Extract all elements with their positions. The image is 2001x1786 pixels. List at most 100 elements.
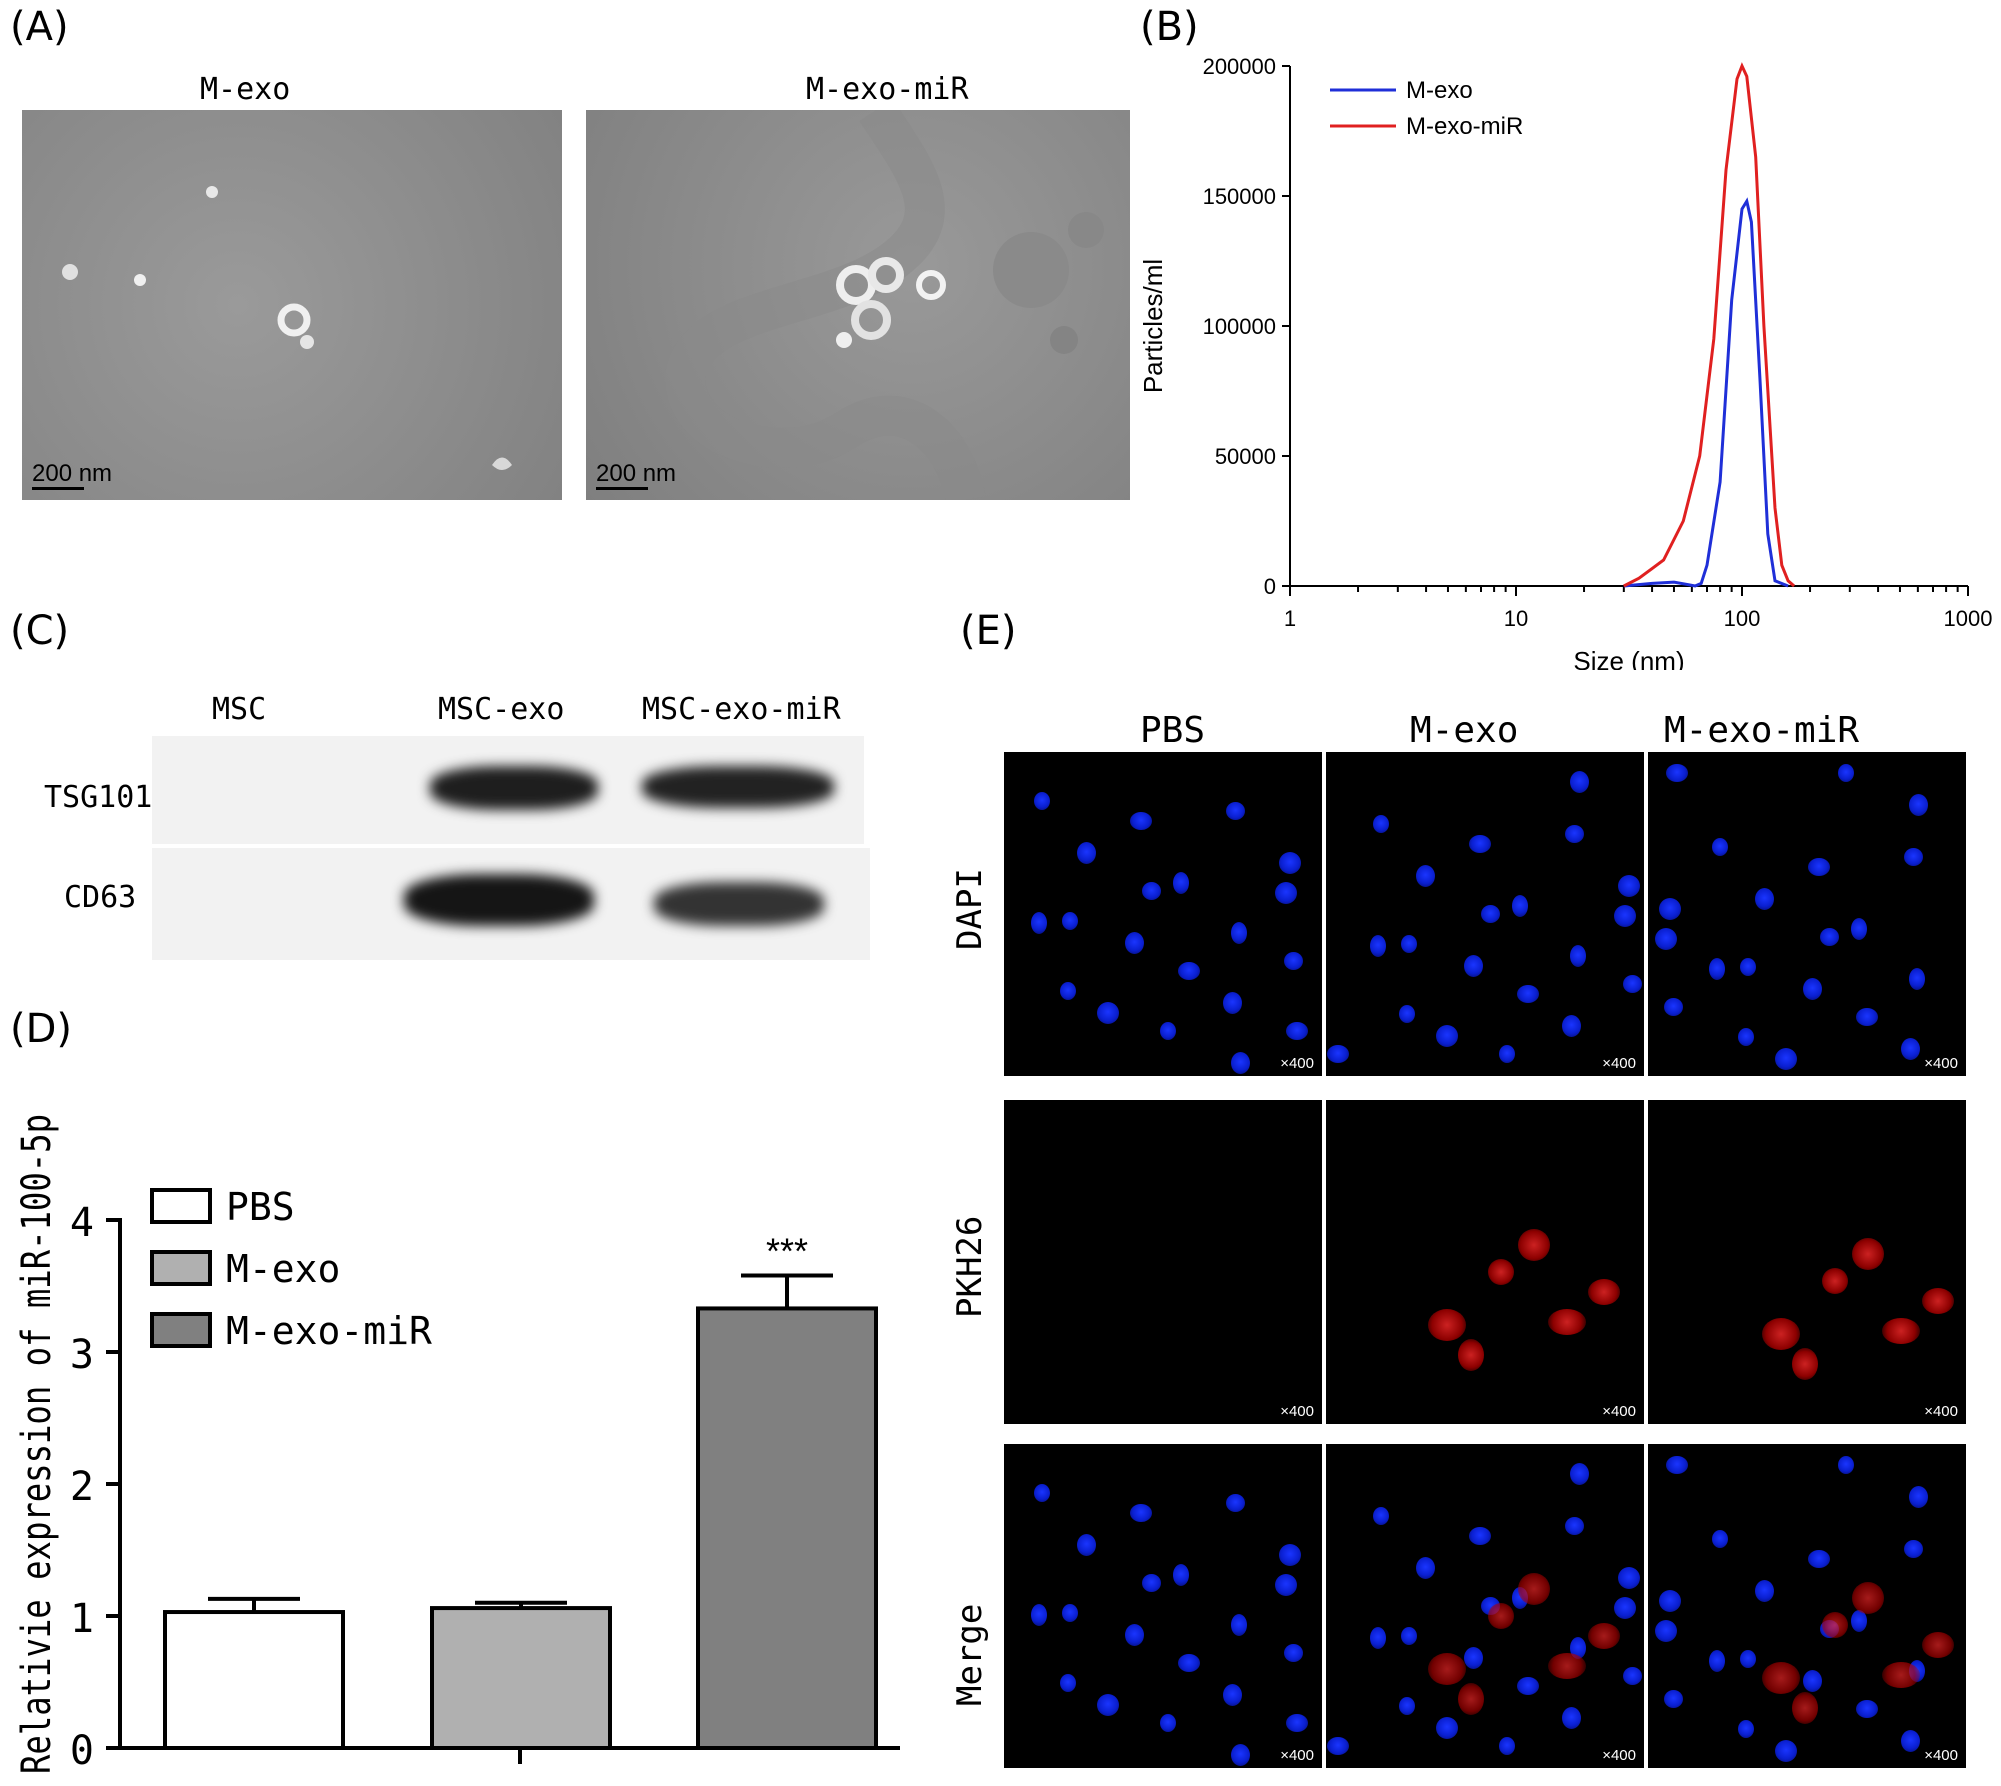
- nucleus: [1623, 975, 1642, 993]
- nucleus: [1223, 992, 1242, 1014]
- nucleus: [1838, 764, 1854, 782]
- tem-vesicles-right: [665, 110, 1104, 500]
- nucleus: [1512, 895, 1528, 917]
- y-tick-label: 0: [1264, 574, 1276, 599]
- tem-vesicles-left: [62, 186, 512, 470]
- nucleus: [1399, 1005, 1415, 1023]
- pkh26-signal: [1762, 1662, 1800, 1694]
- legend-label: M-exo-miR: [226, 1309, 432, 1353]
- legend-label: M-exo: [226, 1247, 340, 1291]
- nucleus: [1775, 1048, 1797, 1070]
- nucleus: [1469, 835, 1491, 853]
- nucleus: [1284, 952, 1303, 970]
- blot-row-tsg101: TSG101: [44, 780, 153, 815]
- nucleus: [1909, 1486, 1928, 1508]
- nucleus: [1401, 1627, 1417, 1645]
- y-tick-label: 50000: [1215, 444, 1276, 469]
- fluo-tile-dapi-2: ×400: [1648, 752, 1966, 1076]
- nucleus: [1820, 928, 1839, 946]
- fluo-col-pbs: PBS: [1140, 710, 1206, 751]
- nucleus: [1803, 1670, 1822, 1692]
- band-cd63-msc-exo: [404, 874, 594, 926]
- pkh26-signal: [1518, 1573, 1550, 1605]
- nucleus: [1173, 1564, 1189, 1586]
- nucleus: [1738, 1028, 1754, 1046]
- magnification-label: ×400: [1602, 1747, 1636, 1764]
- nucleus: [1062, 912, 1078, 930]
- panel-b-label: (B): [1140, 4, 1199, 50]
- nucleus: [1416, 865, 1435, 887]
- pkh26-signal: [1548, 1653, 1586, 1679]
- nucleus: [1499, 1737, 1515, 1755]
- nucleus: [1709, 958, 1725, 980]
- fluo-tile-pkh26-0: ×400: [1004, 1100, 1322, 1424]
- pkh26-signal: [1518, 1229, 1550, 1261]
- panel-d-label: (D): [10, 1006, 73, 1052]
- nucleus: [1436, 1025, 1458, 1047]
- nucleus: [1808, 1550, 1830, 1568]
- nucleus: [1370, 935, 1386, 957]
- y-axis-label: Particles/ml: [1138, 259, 1168, 393]
- pkh26-signal: [1488, 1259, 1514, 1285]
- magnification-label: ×400: [1280, 1055, 1314, 1072]
- nucleus: [1034, 792, 1050, 810]
- fluo-row-merge: Merge: [950, 1603, 990, 1706]
- fluo-tile-dapi-0: ×400: [1004, 752, 1322, 1076]
- fluo-tile-merge-2: ×400: [1648, 1444, 1966, 1768]
- pkh26-signal: [1588, 1623, 1620, 1649]
- fluo-tile-dapi-1: ×400: [1326, 752, 1644, 1076]
- nucleus: [1373, 815, 1389, 833]
- nucleus: [1178, 962, 1200, 980]
- tem-image-m-exo: 200 nm: [22, 110, 562, 500]
- x-tick-label: 10: [1504, 606, 1528, 631]
- bar-m-exo: [430, 1606, 612, 1751]
- nucleus: [1659, 898, 1681, 920]
- x-tick-label: 100: [1724, 606, 1761, 631]
- nucleus: [1909, 968, 1925, 990]
- magnification-label: ×400: [1602, 1055, 1636, 1072]
- x-tick-label: 1000: [1944, 606, 1993, 631]
- nucleus: [1469, 1527, 1491, 1545]
- nucleus: [1666, 764, 1688, 782]
- pkh26-signal: [1852, 1238, 1884, 1270]
- nucleus: [1370, 1627, 1386, 1649]
- tem-scale-bar-right: [596, 487, 648, 490]
- nucleus: [1740, 958, 1756, 976]
- nucleus: [1517, 1677, 1539, 1695]
- band-cd63-msc-exo-mir: [654, 882, 824, 926]
- nucleus: [1130, 812, 1152, 830]
- pkh26-signal: [1792, 1348, 1818, 1380]
- nucleus: [1142, 882, 1161, 900]
- nucleus: [1655, 1620, 1677, 1642]
- nucleus: [1738, 1720, 1754, 1738]
- bar-m-exo-mir: [696, 1306, 878, 1750]
- fluo-tile-merge-0: ×400: [1004, 1444, 1322, 1768]
- nucleus: [1614, 905, 1636, 927]
- nucleus: [1570, 945, 1586, 967]
- series-line-m-exo-mir: [1623, 62, 1796, 588]
- x-axis-label: Size (nm): [1573, 646, 1684, 670]
- nucleus: [1481, 905, 1500, 923]
- y-tick-label: 2: [70, 1464, 94, 1510]
- nucleus: [1851, 1610, 1867, 1632]
- nucleus: [1031, 912, 1047, 934]
- fluo-tile-merge-1: ×400: [1326, 1444, 1644, 1768]
- nucleus: [1712, 838, 1728, 856]
- fluo-col-m-exo: M-exo: [1410, 710, 1519, 751]
- pkh26-signal: [1488, 1603, 1514, 1629]
- pkh26-signal: [1822, 1612, 1848, 1638]
- nucleus: [1097, 1694, 1119, 1716]
- pkh26-signal: [1792, 1692, 1818, 1724]
- y-tick-label: 4: [70, 1200, 94, 1246]
- nucleus: [1125, 932, 1144, 954]
- magnification-label: ×400: [1602, 1403, 1636, 1420]
- fluo-row-dapi: DAPI: [950, 868, 990, 950]
- nucleus: [1709, 1650, 1725, 1672]
- nucleus: [1130, 1504, 1152, 1522]
- legend-label: PBS: [226, 1185, 295, 1229]
- nucleus: [1034, 1484, 1050, 1502]
- nucleus: [1231, 1052, 1250, 1074]
- nucleus: [1838, 1456, 1854, 1474]
- magnification-label: ×400: [1924, 1055, 1958, 1072]
- tem-scale-bar-left: [32, 487, 84, 490]
